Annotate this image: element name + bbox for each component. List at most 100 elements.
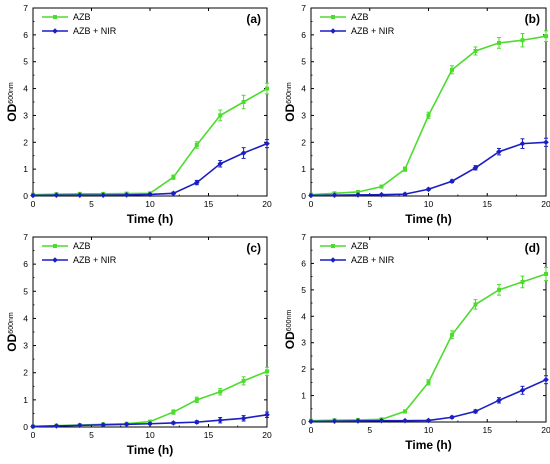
plot-frame — [32, 236, 268, 428]
y-tick-label: 4 — [23, 84, 28, 94]
panel-label: (c) — [246, 241, 261, 255]
data-point — [170, 420, 177, 426]
series-line — [32, 142, 268, 197]
data-point — [264, 411, 270, 418]
y-tick-label: 6 — [301, 30, 306, 40]
data-point — [496, 397, 502, 404]
y-tick-label: 7 — [23, 232, 28, 242]
data-point — [77, 192, 83, 198]
x-tick-label: 15 — [204, 430, 214, 440]
data-point — [519, 140, 526, 147]
legend-label: AZB + NIR — [73, 26, 117, 36]
y-tick-label: 7 — [301, 3, 306, 13]
plot-frame — [310, 7, 547, 197]
y-axis-title-main: OD — [5, 333, 19, 351]
data-point — [355, 418, 361, 424]
data-point — [449, 178, 455, 185]
data-point — [519, 387, 526, 394]
y-tick-label: 1 — [23, 395, 28, 405]
legend-marker — [52, 28, 58, 34]
data-point — [472, 165, 479, 171]
y-axis-title: OD600nm — [5, 312, 19, 352]
x-tick-label: 0 — [309, 199, 314, 209]
data-point — [496, 148, 502, 155]
legend-label: AZB — [73, 241, 91, 251]
data-point — [473, 302, 478, 307]
data-point — [100, 192, 106, 198]
data-point — [543, 376, 549, 383]
legend-marker — [330, 28, 336, 34]
data-point — [425, 186, 432, 193]
y-tick-label: 7 — [23, 3, 28, 13]
data-point — [520, 279, 525, 284]
x-axis-title: Time (h) — [405, 438, 451, 452]
y-axis-title: OD600nm — [5, 82, 19, 122]
series-azb-nir — [30, 411, 270, 430]
series-line — [32, 87, 268, 196]
y-axis-title-sub: 600nm — [286, 310, 293, 332]
data-point — [520, 38, 525, 43]
y-tick-label: 5 — [23, 57, 28, 67]
data-point — [123, 192, 130, 198]
panel-label: (a) — [246, 12, 261, 26]
y-axis-title-sub: 600nm — [8, 312, 15, 334]
x-tick-label: 10 — [145, 199, 155, 209]
y-tick-label: 3 — [301, 110, 306, 120]
x-tick-label: 0 — [31, 430, 36, 440]
y-axis-title: OD600nm — [283, 310, 297, 350]
data-point — [472, 408, 479, 415]
y-tick-label: 2 — [23, 137, 28, 147]
data-point — [497, 287, 501, 292]
y-tick-label: 2 — [301, 137, 306, 147]
y-axis-title-sub: 600nm — [8, 82, 15, 104]
legend-label: AZB + NIR — [73, 255, 117, 265]
y-tick-label: 4 — [301, 84, 306, 94]
y-tick-label: 4 — [301, 311, 306, 321]
series-line — [310, 378, 547, 423]
x-tick-label: 10 — [145, 430, 155, 440]
data-point — [450, 67, 454, 72]
data-point — [308, 192, 314, 199]
data-point — [170, 190, 177, 197]
x-tick-label: 0 — [31, 199, 36, 209]
data-point — [331, 192, 338, 198]
x-tick-label: 10 — [424, 199, 434, 209]
data-point — [403, 167, 407, 172]
data-point — [53, 192, 60, 198]
data-point — [403, 409, 407, 414]
legend-marker — [52, 257, 58, 263]
y-tick-label: 0 — [301, 417, 306, 427]
y-tick-label: 4 — [23, 313, 28, 323]
x-tick-label: 20 — [262, 199, 272, 209]
y-tick-label: 6 — [23, 30, 28, 40]
panel-label: (d) — [525, 241, 540, 255]
y-tick-label: 1 — [301, 391, 306, 401]
legend-marker — [331, 15, 335, 19]
series-azb — [309, 266, 548, 423]
data-point — [30, 192, 36, 199]
data-point — [402, 417, 408, 424]
y-tick-label: 1 — [301, 164, 306, 174]
data-point — [450, 332, 454, 337]
y-tick-label: 5 — [301, 285, 306, 295]
data-point — [378, 191, 385, 198]
data-point — [331, 418, 338, 425]
legend: AZB AZB + NIR — [42, 241, 117, 265]
plot-frame — [32, 7, 268, 197]
y-axis-title-main: OD — [5, 103, 19, 121]
data-point — [497, 40, 501, 45]
data-point — [355, 192, 361, 198]
data-point — [473, 48, 478, 53]
series-azb — [309, 30, 548, 197]
series-line — [32, 370, 268, 428]
y-tick-label: 3 — [23, 110, 28, 120]
legend-marker — [331, 244, 335, 248]
y-tick-label: 2 — [301, 364, 306, 374]
y-tick-label: 3 — [23, 341, 28, 351]
data-point — [171, 175, 176, 180]
data-point — [265, 369, 269, 374]
y-tick-label: 2 — [23, 368, 28, 378]
